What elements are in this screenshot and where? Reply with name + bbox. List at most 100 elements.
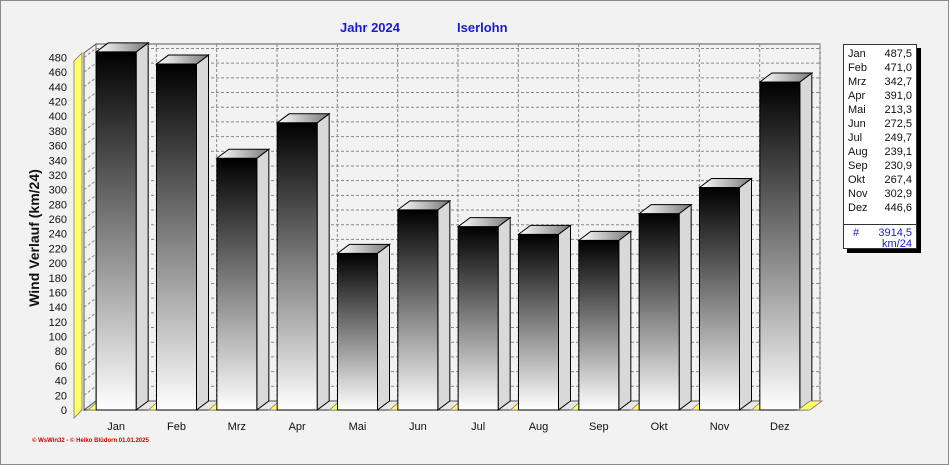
y-tick-label: 300 [49,185,67,197]
x-tick-label: Nov [710,421,730,433]
gridline-h-side [83,92,97,102]
bar [518,233,559,411]
x-tick-label: Jul [471,421,485,433]
y-tick-label: 340 [49,155,67,167]
gridline-h-side [83,121,97,132]
bar [699,187,740,411]
bar-side [558,224,571,411]
legend-month: Nov [848,188,868,200]
legend-value: 471,0 [884,62,912,74]
bar-top [155,54,210,65]
x-tick-label: Sep [589,421,609,433]
legend-value: 487,5 [884,48,912,60]
gridline-h-side [83,297,97,308]
bar [578,239,620,411]
gridline-h-side [83,224,97,235]
bar-side [799,71,813,411]
legend-total-symbol: # [853,227,860,239]
y-tick-label: 420 [49,97,67,109]
legend-row: Okt 267,4 [844,174,916,188]
gridline-h-side [83,194,97,205]
bar [759,81,801,411]
legend-month: Sep [848,160,868,172]
bar-side [497,216,511,411]
y-tick-label: 380 [49,126,67,138]
y-tick-label: 60 [55,361,67,373]
left-wall [83,43,97,411]
gridline-h-side [83,62,97,73]
legend-divider [844,224,916,225]
legend-value: 213,3 [884,104,912,116]
legend-value: 239,1 [884,146,912,158]
floor-marker [796,400,824,411]
bar-side [618,230,632,411]
y-tick-label: 460 [49,67,67,79]
gridline-h-side [83,356,97,367]
bar-top [758,72,814,83]
y-tick-label: 320 [49,170,67,182]
x-tick-label: Apr [289,421,306,433]
legend-month: Jul [848,132,863,144]
legend-row: Mai 213,3 [844,104,916,118]
legend-row: Jan 487,5 [844,48,916,62]
footer-credit: © WsWin32 - © Heiko Blüdorn 01.01.2025 [32,438,149,444]
y-tick-label: 40 [55,376,67,388]
x-tick-label: Mai [349,421,367,433]
bar-side [196,54,209,411]
gridline-h-side [83,180,97,191]
y-tick-label: 400 [49,111,67,123]
bar-side [437,199,451,411]
legend-value: 272,5 [884,118,912,130]
bar-side [316,112,330,411]
bar-top [215,148,271,159]
bar [397,209,439,411]
bar [216,157,258,411]
y-tick-label: 360 [49,141,67,153]
gridline-h-side [83,341,97,352]
bar [95,51,137,411]
y-tick-label: 0 [61,405,67,417]
bar-top [396,200,452,211]
x-tick-label: Dez [770,421,790,433]
legend-month: Mrz [848,76,867,88]
legend-month: Feb [848,62,867,74]
bar-side [678,203,692,411]
legend-month: Jan [848,48,866,60]
legend-row: Jul 249,7 [844,132,916,146]
gridline-h-side [83,239,97,249]
chart-title: Jahr 2024 [340,20,400,35]
legend-unit: km/24 [882,238,912,250]
legend-value: 302,9 [884,188,912,200]
legend-value: 391,0 [884,90,912,102]
legend-row: Jun 272,5 [844,118,916,132]
legend-row: Feb 471,0 [844,62,916,76]
bar-side [135,41,149,411]
legend-month: Apr [848,90,866,102]
legend-total: 3914,5 [878,227,912,239]
x-tick-label: Jan [107,421,125,433]
legend-row: Apr 391,0 [844,90,916,104]
legend-month: Aug [848,146,868,158]
gridline-h-side [83,268,97,279]
bar-top [94,42,150,53]
bar-side [377,243,390,411]
y-tick-label: 260 [49,214,67,226]
legend-row: Aug 239,1 [844,146,916,160]
bar-top [275,113,331,124]
legend-row: Dez 446,6 [844,202,916,216]
bar [156,63,197,411]
bar-side [739,177,752,411]
gridline-h-side [83,165,97,176]
y-tick-label: 120 [49,317,67,329]
gridline-h-side [83,385,97,396]
y-tick-label: 80 [55,346,67,358]
y-tick-label: 20 [55,390,67,402]
gridline-h-side [83,48,97,58]
bar [337,252,378,411]
bar [457,226,499,411]
bar-top [336,243,391,254]
legend-value: 342,7 [884,76,912,88]
legend-row: Nov 302,9 [844,188,916,202]
y-tick-label: 480 [49,52,67,64]
